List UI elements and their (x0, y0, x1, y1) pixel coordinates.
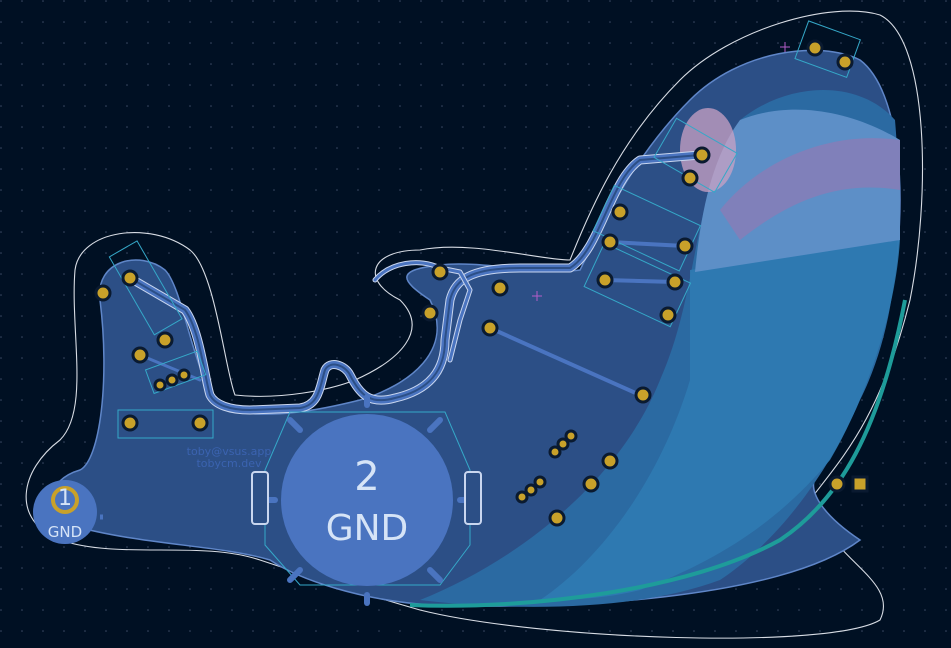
pad-icon[interactable] (828, 475, 846, 493)
board-keepout-outline (25, 10, 924, 639)
pad-icon[interactable] (564, 429, 578, 443)
pad-icon[interactable] (515, 490, 529, 504)
gnd-pad-small[interactable]: 1 GND (33, 480, 103, 544)
pad-icon[interactable] (681, 169, 699, 187)
whale-belly (540, 240, 900, 600)
pad-icon[interactable] (601, 233, 619, 251)
pad-icon[interactable] (153, 378, 167, 392)
pad-icon[interactable] (659, 306, 677, 324)
pad-icon[interactable] (601, 452, 619, 470)
pad-icon[interactable] (121, 269, 139, 287)
pad-icon[interactable] (548, 509, 566, 527)
whale-underline (409, 299, 907, 608)
silkscreen-label: toby@vsus.app tobycm.dev (187, 445, 272, 470)
gnd-large-net: GND (326, 508, 409, 549)
pad-icon[interactable] (431, 263, 449, 281)
pad-icon[interactable] (191, 414, 209, 432)
pad-icon[interactable] (548, 445, 562, 459)
pad-icon[interactable] (491, 279, 509, 297)
pad-icon[interactable] (806, 39, 824, 57)
pad-icon[interactable] (481, 319, 499, 337)
gnd-small-net: GND (48, 523, 82, 541)
pad-icon[interactable] (131, 346, 149, 364)
silkscreen-line2: tobycm.dev (196, 457, 262, 470)
pad-icon[interactable] (596, 271, 614, 289)
pad-icon[interactable] (94, 284, 112, 302)
whale-mouth (720, 138, 900, 240)
pad-icon[interactable] (836, 53, 854, 71)
silkscreen-line1: toby@vsus.app (187, 445, 272, 458)
pad-icon[interactable] (582, 475, 600, 493)
traces (125, 150, 705, 415)
pad-icon[interactable] (165, 373, 179, 387)
pad-icon[interactable] (421, 304, 439, 322)
pad-icon[interactable] (556, 437, 570, 451)
pad-icon[interactable] (611, 203, 629, 221)
gnd-small-number: 1 (58, 486, 72, 511)
pad-icon[interactable] (464, 471, 482, 525)
pad-icon[interactable] (693, 146, 711, 164)
pad-icon[interactable] (666, 273, 684, 291)
pad-icon[interactable] (121, 414, 139, 432)
pads[interactable] (94, 39, 869, 527)
pad-icon[interactable] (634, 386, 652, 404)
pad-icon[interactable] (533, 475, 547, 489)
pad-icon[interactable] (676, 237, 694, 255)
crosshair-marker (532, 42, 790, 301)
pad-icon[interactable] (524, 483, 538, 497)
pad-icon[interactable] (251, 471, 269, 525)
gnd-large-number: 2 (354, 454, 379, 500)
gnd-pad-large[interactable]: 2 GND (251, 394, 482, 606)
pad-icon[interactable] (851, 475, 869, 493)
pad-icon[interactable] (177, 368, 191, 382)
pad-icon[interactable] (156, 331, 174, 349)
